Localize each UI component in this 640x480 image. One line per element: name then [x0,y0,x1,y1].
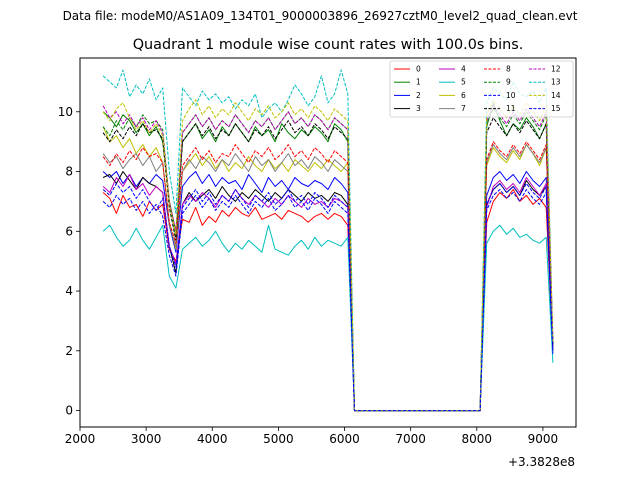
y-tick-label: 4 [65,284,73,298]
x-tick-label: 9000 [528,432,559,446]
legend-label-0: 0 [416,65,421,74]
y-axis: 0 2 4 6 8 10 [58,105,80,418]
y-tick-label: 8 [65,165,73,179]
legend-label-7: 7 [461,104,466,113]
legend-label-6: 6 [461,91,466,100]
legend-label-4: 4 [461,65,466,74]
legend-label-10: 10 [506,91,516,100]
x-tick-label: 2000 [65,432,96,446]
legend-label-12: 12 [551,65,561,74]
legend-label-5: 5 [461,78,466,87]
legend-label-8: 8 [506,65,511,74]
x-tick-label: 7000 [395,432,426,446]
x-tick-label: 4000 [197,432,228,446]
legend-label-13: 13 [551,78,561,87]
series-layer [102,69,554,412]
legend-label-15: 15 [551,104,561,113]
y-tick-label: 2 [65,344,73,358]
x-offset-label: +3.3828e8 [508,455,575,469]
x-axis: 2000 3000 4000 5000 6000 7000 8000 9000 [65,427,558,446]
y-tick-label: 0 [65,404,73,418]
legend-label-2: 2 [416,91,421,100]
legend-label-11: 11 [506,104,516,113]
series-line-15 [102,189,554,412]
legend-label-1: 1 [416,78,421,87]
x-tick-label: 5000 [263,432,294,446]
x-tick-label: 8000 [462,432,493,446]
y-tick-label: 6 [65,224,73,238]
y-tick-label: 10 [58,105,73,119]
figure-supertitle: Data file: modeM0/AS1A09_134T01_90000038… [63,9,578,23]
axes-frame [79,57,577,428]
legend-label-9: 9 [506,78,511,87]
legend-label-14: 14 [551,91,561,100]
x-tick-label: 6000 [329,432,360,446]
chart-title: Quadrant 1 module wise count rates with … [133,37,524,53]
legend-label-3: 3 [416,104,421,113]
series-line-14 [102,99,554,412]
x-tick-label: 3000 [131,432,162,446]
legend-frame [389,60,574,118]
